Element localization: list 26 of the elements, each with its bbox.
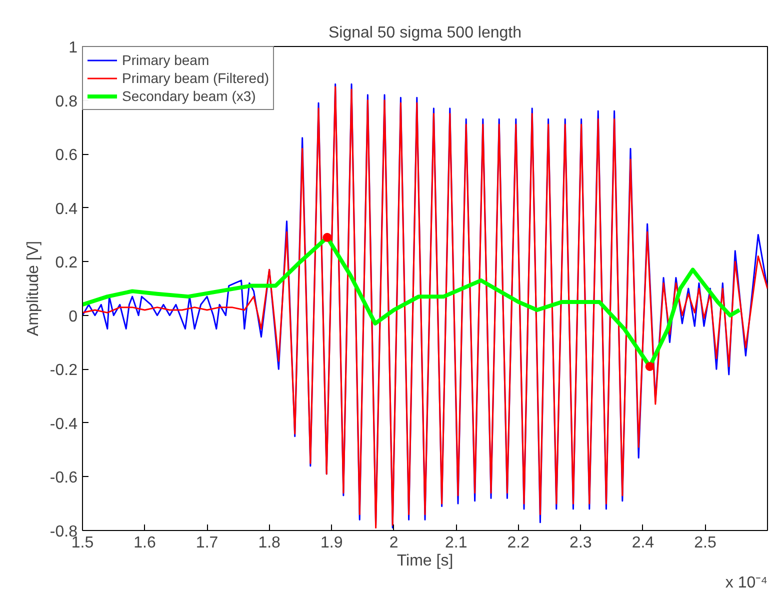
legend-label: Primary beam [122,51,210,69]
text: x 10⁻⁴ [725,574,768,592]
x-tick-label: 1.7 [196,534,218,552]
y-tick-label: 0 [68,308,78,326]
legend-label: Primary beam (Filtered) [122,69,270,87]
y-tick-label: -0.6 [50,470,78,487]
legend-label: Secondary beam (x3) [122,87,256,105]
y-tick-label: 0.6 [55,147,78,164]
x-tick-label: 2.1 [445,534,468,552]
y-tick-label: -0.4 [50,416,78,433]
y-axis-title: Amplitude [V] [24,240,42,336]
x-tick-label: 1.9 [320,534,343,552]
x-tick-label: 1.8 [258,534,281,552]
x-tick-label: 1.6 [134,534,156,552]
y-tick-label: -0.2 [50,362,78,380]
x-tick-label: 2.4 [632,534,654,552]
chart-title: Signal 50 sigma 500 length [328,24,522,42]
y-tick-label: 0.2 [55,254,78,272]
x-tick-label: 2.2 [507,534,530,552]
y-tick-label: 0.4 [55,200,78,218]
y-tick-label: 1 [68,40,78,56]
x-tick-label: 2.3 [570,534,592,552]
x-tick-label: 2 [389,534,398,552]
y-tick-label: 0.8 [55,93,78,110]
x-tick-label: 2.5 [694,534,716,552]
x-axis-title: Time [s] [396,552,454,570]
